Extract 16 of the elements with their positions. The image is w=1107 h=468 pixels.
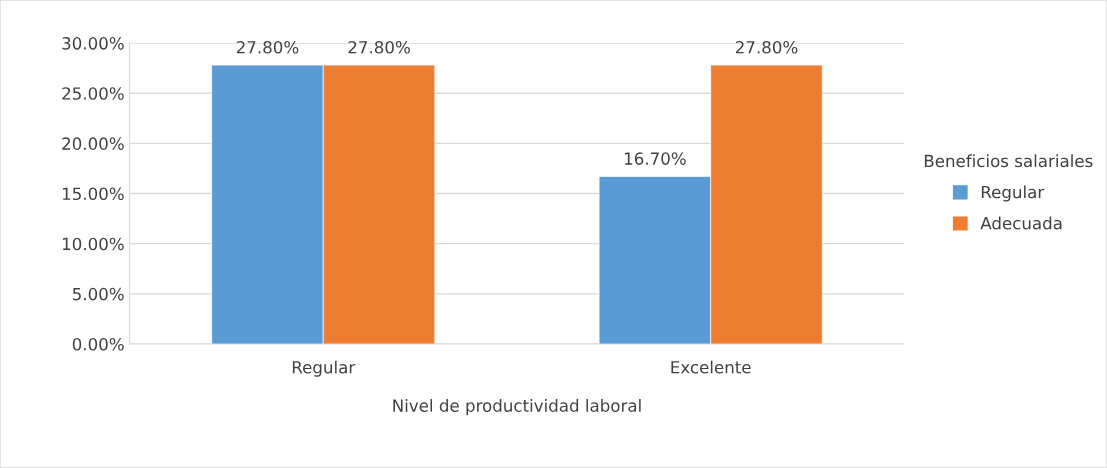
data-label: 27.80% <box>735 40 798 54</box>
data-label: 27.80% <box>236 40 299 54</box>
legend-label: Regular <box>981 185 1045 202</box>
legend-label: Adecuada <box>980 216 1062 230</box>
y-tick-label: 15.00% <box>62 187 124 201</box>
x-tick-label: Excelente <box>671 360 751 374</box>
y-tick-label: 25.00% <box>62 87 124 100</box>
legend-title: Beneficios salariales <box>924 154 1093 168</box>
x-axis-title: Nivel de productividad laboral <box>393 399 641 416</box>
y-tick-label: 30.00% <box>62 37 124 50</box>
data-label: 16.70% <box>624 152 686 165</box>
data-label: 27.80% <box>348 40 410 54</box>
y-tick-label: 0.00% <box>72 337 124 351</box>
y-tick-label: 10.00% <box>62 237 124 251</box>
y-tick-label: 5.00% <box>73 287 124 301</box>
y-tick-label: 20.00% <box>62 137 124 150</box>
